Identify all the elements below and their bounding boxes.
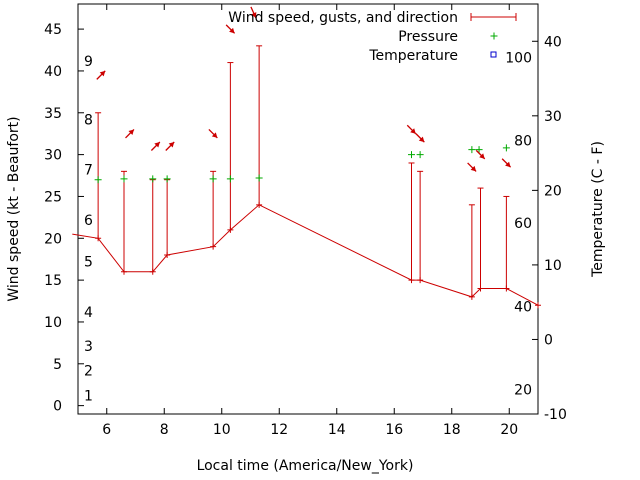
fahrenheit-label: 40 (514, 300, 532, 316)
x-tick-label: 20 (500, 422, 518, 438)
wind-direction-arrow (208, 128, 218, 139)
legend-pressure-swatch (490, 32, 498, 40)
wind-speed-point (408, 277, 415, 284)
fahrenheit-label: 60 (514, 216, 532, 232)
beaufort-label: 5 (84, 255, 93, 271)
wind-direction-arrow (225, 24, 236, 34)
wind-direction-arrow (475, 149, 486, 160)
pressure-point (149, 175, 157, 183)
wind-speed-series (72, 201, 541, 309)
x-tick-label: 8 (160, 422, 169, 438)
fahrenheit-label: 20 (514, 382, 532, 398)
y-tick-label: 20 (44, 231, 62, 247)
wind-direction-arrow (125, 128, 135, 139)
wind-speed-point (210, 243, 217, 250)
wind-direction-arrow (96, 70, 106, 80)
pressure-point (209, 175, 217, 183)
y-tick-label: 30 (44, 148, 62, 164)
y-tick-label: 15 (44, 273, 62, 289)
gust-bars (95, 45, 510, 297)
beaufort-label: 2 (84, 363, 93, 379)
x-tick-label: 16 (385, 422, 403, 438)
pressure-point (163, 175, 171, 183)
y-tick-label: 5 (53, 357, 62, 373)
pressure-point (416, 151, 424, 159)
x-tick-label: 10 (213, 422, 231, 438)
pressure-point (120, 175, 128, 183)
plot-frame (77, 3, 539, 415)
wind-speed-point (227, 226, 234, 233)
y-tick-label: 40 (44, 64, 62, 80)
wind-speed-point (164, 252, 171, 259)
y2-tick-label: 30 (544, 109, 562, 125)
beaufort-scale: 1 2 3 4 5 6 7 8 9 (84, 54, 93, 405)
wind-direction-arrow (415, 133, 425, 143)
wind-direction-arrow (150, 141, 161, 151)
y-tick-label: 45 (44, 22, 62, 38)
fahrenheit-label: 80 (514, 133, 532, 149)
y2-tick-label: -10 (544, 407, 567, 423)
y2-tick-label: 10 (544, 258, 562, 274)
wind-direction-arrow (406, 124, 417, 135)
pressure-point (94, 176, 102, 184)
legend-temperature-label: Temperature (368, 48, 458, 64)
axis-ticks: 6 8 10 12 14 16 18 20051015202530354045-1001020… (44, 4, 567, 438)
wind-direction-arrow (501, 158, 512, 168)
pressure-point (502, 144, 510, 152)
wind-speed-point (535, 302, 541, 309)
wind-speed-point (121, 268, 127, 275)
wind-speed-point (95, 235, 102, 242)
pressure-series (94, 144, 510, 184)
y-tick-label: 35 (44, 106, 62, 122)
y-axis-label: Wind speed (kt - Beaufort) (6, 116, 22, 301)
beaufort-label: 6 (84, 213, 93, 229)
wind-speed-point (477, 285, 484, 292)
wind-direction-arrow (250, 6, 257, 19)
wind-direction-arrow (467, 162, 477, 172)
x-tick-label: 14 (328, 422, 346, 438)
y-tick-label: 10 (44, 315, 62, 331)
y-tick-label: 0 (53, 399, 62, 415)
beaufort-label: 9 (84, 54, 93, 70)
beaufort-label: 7 (84, 163, 93, 179)
y-tick-label: 25 (44, 189, 62, 205)
wind-speed-point (256, 201, 263, 208)
beaufort-label: 3 (84, 339, 93, 355)
y2-tick-label: 20 (544, 183, 562, 199)
x-tick-label: 6 (102, 422, 111, 438)
legend: Wind speed, gusts, and direction Pressur… (228, 10, 517, 64)
y2-tick-label: 40 (544, 34, 562, 50)
wind-speed-line (72, 204, 539, 306)
wind-speed-point (417, 277, 424, 284)
pressure-point (468, 146, 476, 154)
pressure-point (408, 151, 415, 159)
fahrenheit-label: 100 (505, 51, 532, 67)
legend-temperature-swatch (490, 51, 497, 58)
legend-wind-label: Wind speed, gusts, and direction (228, 10, 458, 26)
x-axis-label: Local time (America/New_York) (197, 458, 414, 474)
pressure-point (255, 174, 263, 182)
wind-speed-point (503, 285, 510, 292)
wind-direction-arrows (96, 6, 512, 172)
y2-axis-label: Temperature (C - F) (590, 141, 606, 278)
wind-speed-point (468, 293, 475, 300)
x-tick-label: 18 (443, 422, 461, 438)
beaufort-label: 8 (84, 112, 93, 128)
pressure-point (226, 175, 234, 183)
x-tick-label: 12 (270, 422, 288, 438)
legend-pressure-label: Pressure (398, 29, 458, 45)
wind-speed-point (149, 268, 156, 275)
wind-direction-arrow (165, 141, 175, 151)
pressure-point (475, 146, 483, 154)
beaufort-label: 4 (84, 305, 93, 321)
fahrenheit-scale: 20 40 60 80 100 (505, 51, 532, 399)
beaufort-label: 1 (84, 389, 93, 405)
y2-tick-label: 0 (544, 332, 553, 348)
